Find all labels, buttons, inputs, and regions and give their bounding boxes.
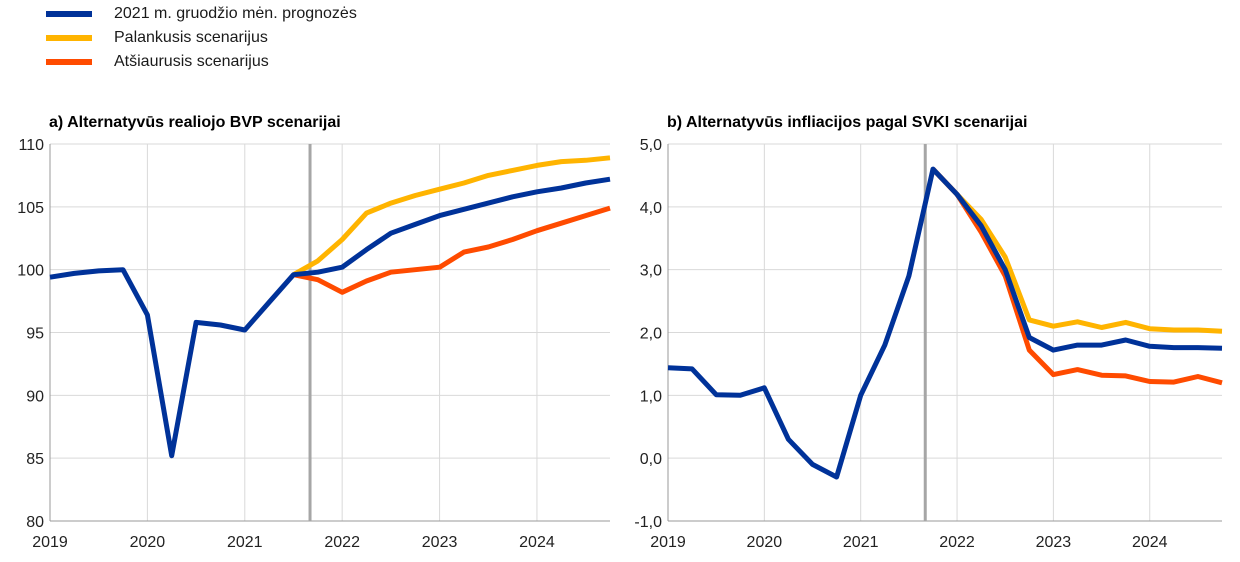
panel-b: -1,0 0,0 1,0 2,0 3,0 4,0 5,0 2019 2020 2021 2022 20… — [634, 137, 1223, 551]
series-line-baseline — [667, 166, 1223, 480]
legend-item: Atšiaurusis scenarijus — [46, 50, 357, 74]
y-tick-label: 90 — [26, 388, 44, 405]
x-tick-label: 2023 — [1036, 534, 1072, 551]
y-tick-label: 1,0 — [640, 388, 662, 405]
x-tick-label: 2021 — [843, 534, 879, 551]
legend-label: Palankusis scenarijus — [114, 29, 268, 46]
y-tick-label: 110 — [18, 137, 44, 154]
series-line-severe — [292, 205, 611, 295]
legend-swatch — [46, 11, 92, 17]
panel-a: 80 85 90 95 100 105 110 2019 2020 2021 2022 2023 202… — [17, 137, 611, 551]
legend-item: Palankusis scenarijus — [46, 26, 357, 50]
y-tick-label: -1,0 — [634, 514, 662, 531]
x-tick-label: 2022 — [939, 534, 975, 551]
x-tick-label: 2024 — [519, 534, 555, 551]
y-tick-label: 3,0 — [640, 263, 662, 280]
legend: 2021 m. gruodžio mėn. prognozės Palankusi… — [46, 2, 357, 74]
x-tick-label: 2019 — [650, 534, 686, 551]
x-tick-label: 2024 — [1132, 534, 1168, 551]
panel-b-title: b) Alternatyvūs infliacijos pagal SVKI s… — [667, 114, 1028, 131]
y-tick-label: 5,0 — [640, 137, 662, 154]
y-tick-label: 105 — [17, 200, 44, 217]
panel-a-title: a) Alternatyvūs realiojo BVP scenarijai — [49, 114, 341, 131]
y-tick-label: 80 — [26, 514, 44, 531]
series-line-favourable — [931, 167, 1223, 334]
y-tick-label: 0,0 — [640, 451, 662, 468]
x-tick-label: 2022 — [324, 534, 360, 551]
x-tick-label: 2020 — [747, 534, 783, 551]
series-line-baseline — [49, 176, 611, 459]
x-tick-label: 2020 — [130, 534, 166, 551]
legend-item: 2021 m. gruodžio mėn. prognozės — [46, 2, 357, 26]
x-tick-label: 2019 — [32, 534, 68, 551]
legend-label: Atšiaurusis scenarijus — [114, 53, 269, 70]
x-tick-label: 2021 — [227, 534, 263, 551]
legend-swatch — [46, 59, 92, 65]
y-tick-label: 95 — [26, 326, 44, 343]
y-tick-label: 85 — [26, 451, 44, 468]
series-line-severe — [931, 167, 1223, 386]
legend-swatch — [46, 35, 92, 41]
x-tick-label: 2023 — [422, 534, 458, 551]
y-tick-label: 2,0 — [640, 326, 662, 343]
y-tick-label: 100 — [17, 263, 44, 280]
series-line-favourable — [292, 155, 611, 277]
legend-label: 2021 m. gruodžio mėn. prognozės — [114, 5, 357, 22]
y-tick-label: 4,0 — [640, 200, 662, 217]
